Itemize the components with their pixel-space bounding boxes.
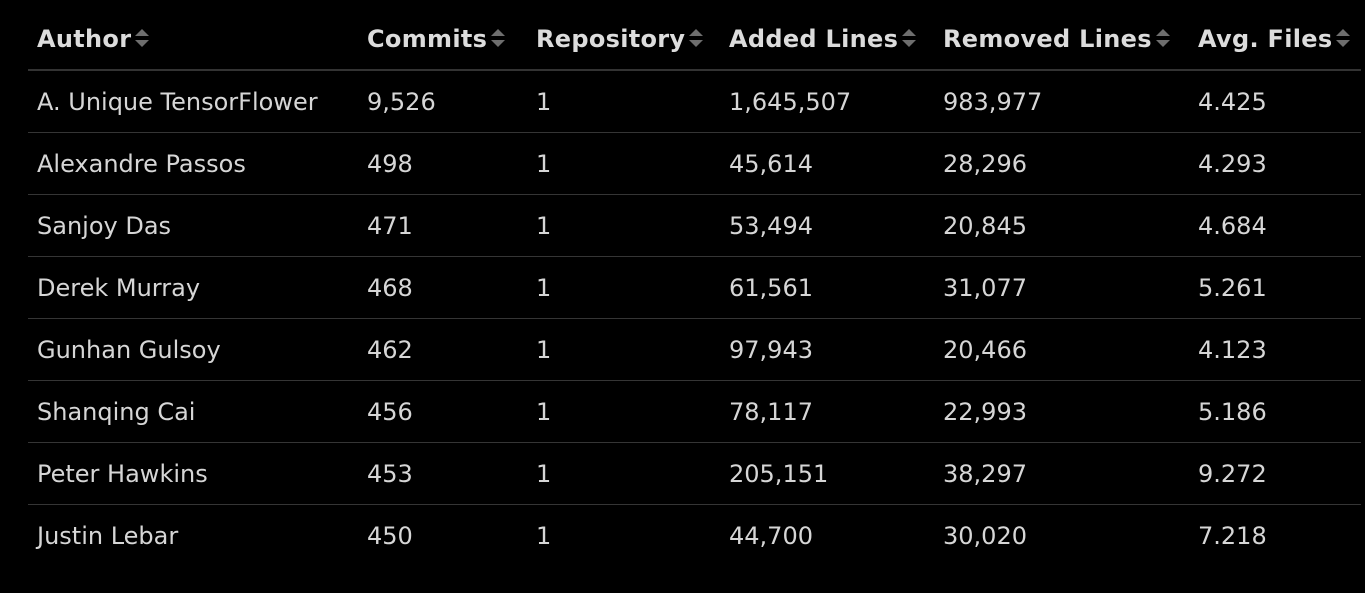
column-header-removed-lines[interactable]: Removed Lines	[934, 8, 1189, 71]
cell-commits: 498	[358, 132, 527, 195]
sort-descending-arrow	[902, 40, 917, 47]
cell-avg-files: 4.425	[1189, 70, 1361, 133]
cell-avg-files: 4.123	[1189, 318, 1361, 381]
sort-descending-arrow	[1155, 40, 1170, 47]
cell-repository: 1	[527, 132, 720, 195]
cell-commits: 450	[367, 521, 413, 550]
column-header-added-lines[interactable]: Added Lines	[720, 8, 934, 71]
sort-ascending-arrow	[1155, 29, 1170, 36]
cell-author: Derek Murray	[28, 256, 358, 319]
cell-avg-files: 4.293	[1189, 132, 1361, 195]
cell-commits: 9,526	[358, 70, 527, 133]
sort-descending-arrow	[689, 40, 704, 47]
column-header-commits[interactable]: Commits	[358, 8, 527, 71]
table-header: Author Commits Repository Added Lines Re…	[28, 8, 1361, 71]
cell-added-lines: 44,700	[729, 521, 813, 550]
cell-removed-lines: 983,977	[934, 70, 1189, 133]
table-row: Sanjoy Das 471 1 53,494 20,845 4.684	[28, 194, 1361, 257]
sort-descending-arrow	[135, 40, 150, 47]
column-label: Removed Lines	[943, 24, 1152, 53]
cell-added-lines: 205,151	[720, 442, 934, 505]
cell-removed-lines: 22,993	[934, 380, 1189, 443]
cell-repository: 1	[527, 70, 720, 133]
cell-avg-files: 5.261	[1189, 256, 1361, 319]
cell-author: Shanqing Cai	[28, 380, 358, 443]
sort-ascending-arrow	[1336, 29, 1351, 36]
cell-author: Alexandre Passos	[28, 132, 358, 195]
cell-commits: 462	[358, 318, 527, 381]
header-row: Author Commits Repository Added Lines Re…	[28, 8, 1361, 71]
cell-removed-lines: 30,020	[943, 521, 1027, 550]
cell-avg-files: 7.218	[1198, 521, 1267, 550]
table-row: Gunhan Gulsoy 462 1 97,943 20,466 4.123	[28, 318, 1361, 381]
cell-removed-lines: 20,466	[934, 318, 1189, 381]
sort-icon[interactable]	[687, 26, 705, 50]
cell-added-lines: 97,943	[720, 318, 934, 381]
cell-commits: 468	[358, 256, 527, 319]
cell-avg-files: 9.272	[1189, 442, 1361, 505]
table-row: Peter Hawkins 453 1 205,151 38,297 9.272	[28, 442, 1361, 505]
cell-commits: 456	[358, 380, 527, 443]
cell-removed-lines: 31,077	[934, 256, 1189, 319]
contributors-table-container: Author Commits Repository Added Lines Re…	[28, 8, 1361, 566]
sort-icon[interactable]	[1334, 26, 1352, 50]
sort-descending-arrow	[1336, 40, 1351, 47]
cell-author: A. Unique TensorFlower	[28, 70, 358, 133]
cell-author: Justin Lebar	[37, 521, 179, 550]
contributors-table: Author Commits Repository Added Lines Re…	[28, 8, 1361, 566]
cell-added-lines: 45,614	[720, 132, 934, 195]
cell-added-lines: 78,117	[720, 380, 934, 443]
cell-repository: 1	[527, 194, 720, 257]
sort-ascending-arrow	[902, 29, 917, 36]
column-header-repository[interactable]: Repository	[527, 8, 720, 71]
table-row: Justin Lebar 450 1 44,700 30,020 7.218	[28, 505, 1361, 567]
table-row: A. Unique TensorFlower 9,526 1 1,645,507…	[28, 70, 1361, 133]
cell-author: Peter Hawkins	[28, 442, 358, 505]
sort-icon[interactable]	[133, 26, 151, 50]
cell-author: Gunhan Gulsoy	[28, 318, 358, 381]
column-label: Avg. Files	[1198, 24, 1333, 53]
column-label: Commits	[367, 24, 488, 53]
column-header-avg-files[interactable]: Avg. Files	[1189, 8, 1361, 71]
cell-added-lines: 61,561	[720, 256, 934, 319]
table-row: Alexandre Passos 498 1 45,614 28,296 4.2…	[28, 132, 1361, 195]
cell-removed-lines: 28,296	[934, 132, 1189, 195]
cell-added-lines: 53,494	[720, 194, 934, 257]
cell-commits: 471	[358, 194, 527, 257]
cell-avg-files: 4.684	[1189, 194, 1361, 257]
sort-ascending-arrow	[135, 29, 150, 36]
sort-icon[interactable]	[1154, 26, 1172, 50]
table-row: Shanqing Cai 456 1 78,117 22,993 5.186	[28, 380, 1361, 443]
cell-author: Sanjoy Das	[28, 194, 358, 257]
cell-avg-files: 5.186	[1189, 380, 1361, 443]
cell-removed-lines: 20,845	[934, 194, 1189, 257]
column-label: Repository	[536, 24, 686, 53]
column-label: Author	[37, 24, 132, 53]
cell-added-lines: 1,645,507	[720, 70, 934, 133]
cell-removed-lines: 38,297	[934, 442, 1189, 505]
sort-ascending-arrow	[491, 29, 506, 36]
cell-commits: 453	[358, 442, 527, 505]
sort-ascending-arrow	[689, 29, 704, 36]
sort-icon[interactable]	[900, 26, 918, 50]
cell-repository: 1	[527, 380, 720, 443]
cell-repository: 1	[527, 256, 720, 319]
sort-icon[interactable]	[489, 26, 507, 50]
column-header-author[interactable]: Author	[28, 8, 358, 71]
table-body: A. Unique TensorFlower 9,526 1 1,645,507…	[28, 70, 1361, 566]
column-label: Added Lines	[729, 24, 899, 53]
sort-descending-arrow	[491, 40, 506, 47]
table-row: Derek Murray 468 1 61,561 31,077 5.261	[28, 256, 1361, 319]
cell-repository: 1	[527, 318, 720, 381]
cell-repository: 1	[527, 442, 720, 505]
cell-repository: 1	[536, 521, 552, 550]
